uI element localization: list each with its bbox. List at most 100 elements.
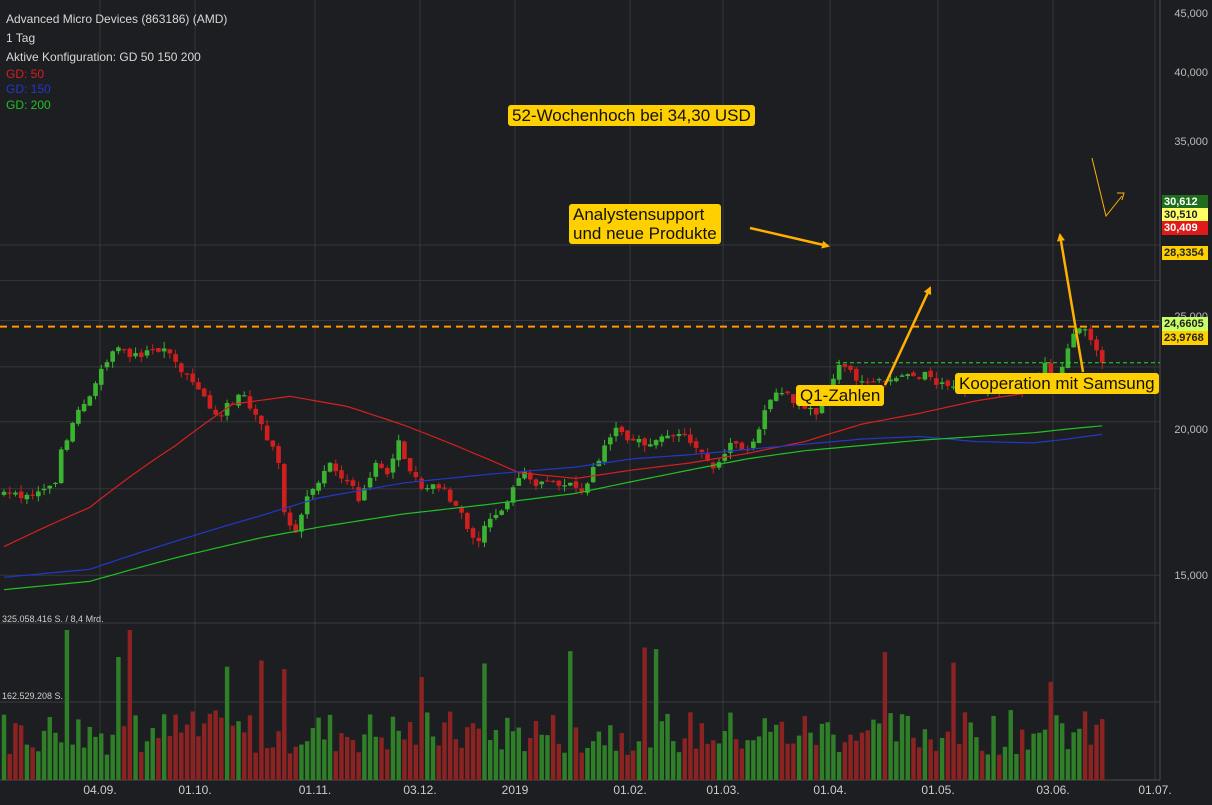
volume-bar	[865, 730, 870, 780]
volume-bar	[499, 749, 504, 780]
candle-body	[1088, 328, 1094, 341]
y-tick-label: 20,000	[1174, 424, 1208, 436]
volume-bar	[836, 751, 842, 780]
y-tick-label: 45,000	[1174, 8, 1208, 20]
candle-body	[396, 440, 401, 461]
candle-body	[430, 484, 436, 489]
volume-bar	[917, 747, 922, 780]
volume-bar	[190, 711, 195, 780]
volume-bar	[871, 719, 876, 780]
candle-body	[299, 514, 304, 532]
volume-bar	[93, 736, 98, 780]
candle-body	[18, 491, 24, 499]
volume-bar	[631, 750, 636, 780]
volume-bar	[533, 721, 539, 780]
annotation-arrow	[749, 226, 830, 249]
volume-bar	[676, 752, 682, 780]
projection-arrow	[1091, 157, 1123, 218]
annotation-arrow	[1057, 233, 1085, 373]
volume-bar	[848, 734, 853, 780]
volume-bar	[968, 722, 973, 780]
callout-samsung-cooperation: Kooperation mit Samsung	[955, 373, 1159, 394]
candle-body	[93, 383, 98, 397]
candle-body	[367, 477, 373, 488]
config-label: Aktive Konfiguration: GD 50 150 200	[6, 50, 201, 64]
candle-body	[156, 347, 161, 352]
volume-bar	[505, 717, 510, 780]
candle-body	[476, 537, 482, 542]
candle-body	[853, 368, 859, 381]
candle-body	[70, 422, 75, 442]
candle-body	[150, 348, 156, 351]
candle-body	[419, 478, 424, 489]
volume-bar	[133, 715, 138, 780]
volume-bar	[705, 743, 710, 780]
volume-bar	[493, 729, 499, 780]
volume-bar	[419, 677, 424, 780]
volume-bar	[585, 747, 590, 780]
volume-bar	[785, 743, 790, 780]
volume-label-mid: 162.529.208 S.	[2, 691, 64, 701]
candle-body	[264, 425, 270, 441]
volume-bar	[224, 666, 230, 780]
candle-body	[911, 372, 916, 377]
candle-body	[333, 463, 339, 472]
volume-bar	[304, 741, 310, 780]
volume-bar	[796, 735, 802, 780]
volume-bar	[350, 740, 356, 780]
candle-body	[751, 441, 756, 448]
annotation-arrow	[883, 286, 932, 386]
candle-body	[608, 437, 613, 445]
candle-body	[739, 442, 745, 450]
candle-body	[41, 488, 47, 491]
volume-bar	[922, 729, 928, 780]
volume-bar	[430, 736, 436, 780]
volume-bar	[545, 735, 550, 780]
volume-bar	[219, 717, 224, 780]
level-lines	[0, 325, 1160, 364]
candle-body	[848, 365, 853, 370]
volume-bar	[144, 741, 150, 780]
volume-bar	[882, 652, 888, 780]
volume-bar	[7, 753, 12, 780]
candle-body	[1048, 363, 1054, 377]
volume-bar	[373, 736, 378, 780]
volume-bar	[608, 725, 613, 780]
projection-arrow	[1117, 192, 1125, 201]
price-box-last: 30,409	[1162, 221, 1208, 235]
candle-body	[190, 373, 196, 383]
volume-bar	[945, 731, 950, 780]
price-box-mid: 30,510	[1162, 208, 1208, 222]
volume-bar	[150, 727, 155, 780]
x-tick-label: 01.11.	[298, 783, 332, 797]
volume-bar	[688, 712, 693, 780]
volume-bar	[1008, 710, 1013, 780]
candle-body	[24, 494, 30, 500]
volume-bar	[1094, 724, 1099, 780]
candle-body	[30, 494, 35, 496]
candle-body	[1065, 348, 1071, 369]
volume-bar	[568, 651, 573, 780]
candle-body	[116, 347, 121, 352]
volume-label-top: 325.058.416 S. / 8,4 Mrd.	[2, 614, 104, 624]
volume-bar	[556, 743, 562, 780]
candle-body	[459, 506, 464, 513]
volume-bar	[70, 744, 75, 780]
candle-body	[785, 391, 790, 394]
volume-bar	[528, 738, 533, 780]
volume-bar	[390, 716, 396, 780]
volume-bar	[396, 730, 401, 780]
candle-body	[699, 449, 705, 453]
candle-body	[682, 433, 687, 436]
volume-bar	[230, 725, 235, 780]
candle-body	[510, 487, 516, 503]
candle-body	[219, 415, 224, 417]
volume-bar	[779, 721, 785, 780]
candle-body	[619, 426, 625, 433]
volume-bar	[619, 733, 624, 780]
volume-bar	[876, 723, 882, 780]
candle-body	[487, 518, 493, 528]
volume-bar	[539, 734, 544, 780]
volume-bar	[1048, 681, 1053, 780]
volume-bar	[242, 732, 247, 780]
